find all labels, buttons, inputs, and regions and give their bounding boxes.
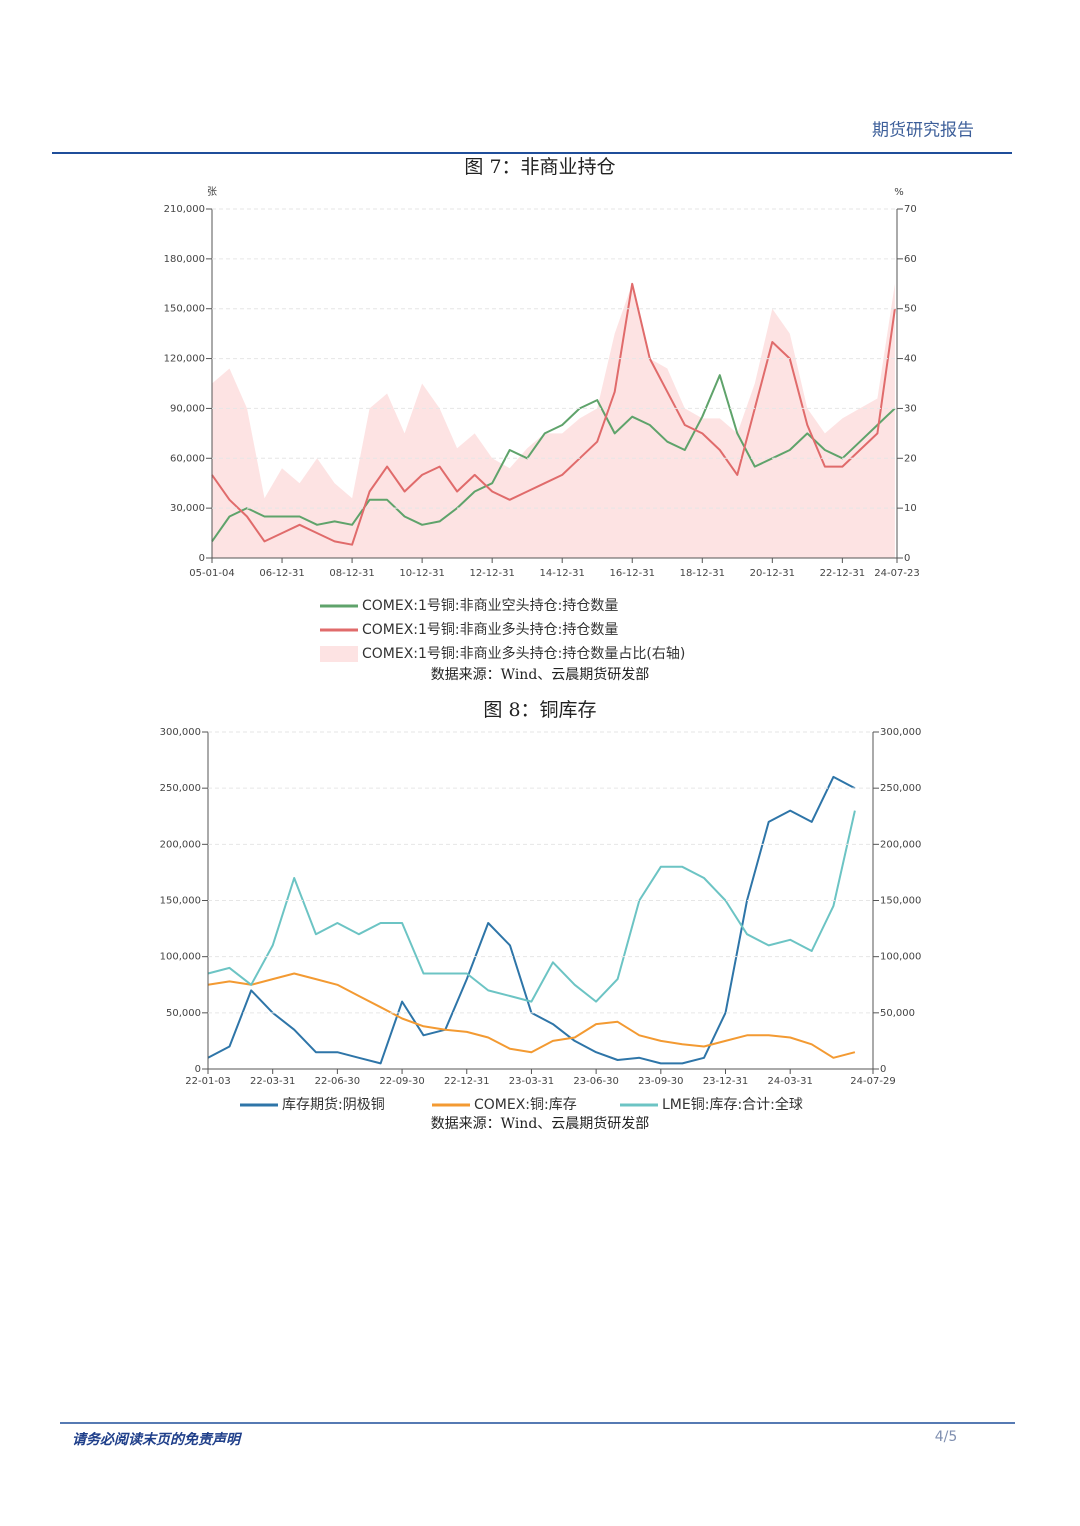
x-tick-label: 24-03-31 (768, 1076, 813, 1087)
y-tick-label: 0 (199, 553, 205, 564)
x-tick-label: 22-09-30 (379, 1076, 424, 1087)
source-note: 数据来源：Wind、云晨期货研发部 (431, 666, 650, 683)
footer-disclaimer: 请务必阅读末页的免责声明 (72, 1431, 243, 1448)
y2-tick-label: 250,000 (880, 783, 921, 794)
y2-tick-label: 10 (904, 503, 917, 514)
line (207, 972, 856, 1059)
x-tick-label: 20-12-31 (750, 568, 795, 579)
x-tick-label: 08-12-31 (329, 568, 374, 579)
x-tick-label: 10-12-31 (399, 568, 444, 579)
y-axis-label: 张 (207, 186, 217, 198)
y-tick-label: 210,000 (164, 204, 205, 215)
legend-label: COMEX:铜:库存 (474, 1097, 577, 1113)
y-tick-label: 120,000 (164, 354, 205, 365)
x-tick-label: 22-12-31 (444, 1076, 489, 1087)
y-tick-label: 30,000 (170, 503, 205, 514)
y-tick-label: 150,000 (164, 304, 205, 315)
line (207, 775, 856, 1065)
x-tick-label: 23-06-30 (573, 1076, 618, 1087)
x-tick-label: 05-01-04 (189, 568, 234, 579)
y2-tick-label: 300,000 (880, 727, 921, 738)
y2-tick-label: 0 (904, 553, 910, 564)
header-title: 期货研究报告 (872, 121, 974, 141)
x-tick-label: 18-12-31 (680, 568, 725, 579)
y-tick-label: 300,000 (160, 727, 201, 738)
x-tick-label: 23-03-31 (509, 1076, 554, 1087)
y-tick-label: 90,000 (170, 403, 205, 414)
x-tick-label: 14-12-31 (540, 568, 585, 579)
figure-title: 图 7：非商业持仓 (464, 156, 615, 178)
x-tick-label: 22-06-30 (315, 1076, 360, 1087)
x-tick-label: 24-07-23 (874, 568, 919, 579)
y-tick-label: 50,000 (166, 1008, 201, 1019)
area (212, 283, 895, 558)
y2-tick-label: 40 (904, 354, 917, 365)
y2-tick-label: 60 (904, 254, 917, 265)
line (211, 374, 896, 542)
legend-label: COMEX:1号铜:非商业多头持仓:持仓数量占比(右轴) (362, 645, 685, 662)
y2-tick-label: 50,000 (880, 1008, 915, 1019)
y2-tick-label: 70 (904, 204, 917, 215)
figure-title: 图 8：铜库存 (483, 699, 596, 721)
y-tick-label: 250,000 (160, 783, 201, 794)
legend-label: LME铜:库存:合计:全球 (662, 1096, 803, 1113)
y2-tick-label: 50 (904, 304, 917, 315)
source-note: 数据来源：Wind、云晨期货研发部 (431, 1115, 650, 1132)
x-tick-label: 23-09-30 (638, 1076, 683, 1087)
y2-tick-label: 30 (904, 403, 917, 414)
y-tick-label: 100,000 (160, 952, 201, 963)
legend-label: COMEX:1号铜:非商业多头持仓:持仓数量 (362, 621, 618, 638)
y2-tick-label: 0 (880, 1064, 886, 1075)
y2-tick-label: 150,000 (880, 896, 921, 907)
x-tick-label: 22-03-31 (250, 1076, 295, 1087)
y-tick-label: 60,000 (170, 453, 205, 464)
y2-tick-label: 100,000 (880, 952, 921, 963)
legend-swatch (320, 646, 358, 662)
line (211, 282, 896, 546)
y-tick-label: 200,000 (160, 839, 201, 850)
y2-axis-label: % (894, 187, 904, 198)
y2-tick-label: 20 (904, 453, 917, 464)
y-tick-label: 0 (195, 1064, 201, 1075)
x-tick-label: 06-12-31 (259, 568, 304, 579)
x-tick-label: 24-07-29 (850, 1076, 895, 1087)
x-tick-label: 22-01-03 (185, 1076, 230, 1087)
x-tick-label: 16-12-31 (610, 568, 655, 579)
y2-tick-label: 200,000 (880, 839, 921, 850)
legend-label: COMEX:1号铜:非商业空头持仓:持仓数量 (362, 598, 618, 614)
x-tick-label: 22-12-31 (820, 568, 865, 579)
x-tick-label: 23-12-31 (703, 1076, 748, 1087)
y-tick-label: 180,000 (164, 254, 205, 265)
legend-label: 库存期货:阴极铜 (282, 1096, 385, 1113)
page-number: 4/5 (935, 1429, 958, 1445)
x-tick-label: 12-12-31 (469, 568, 514, 579)
line (207, 810, 856, 1003)
y-tick-label: 150,000 (160, 896, 201, 907)
